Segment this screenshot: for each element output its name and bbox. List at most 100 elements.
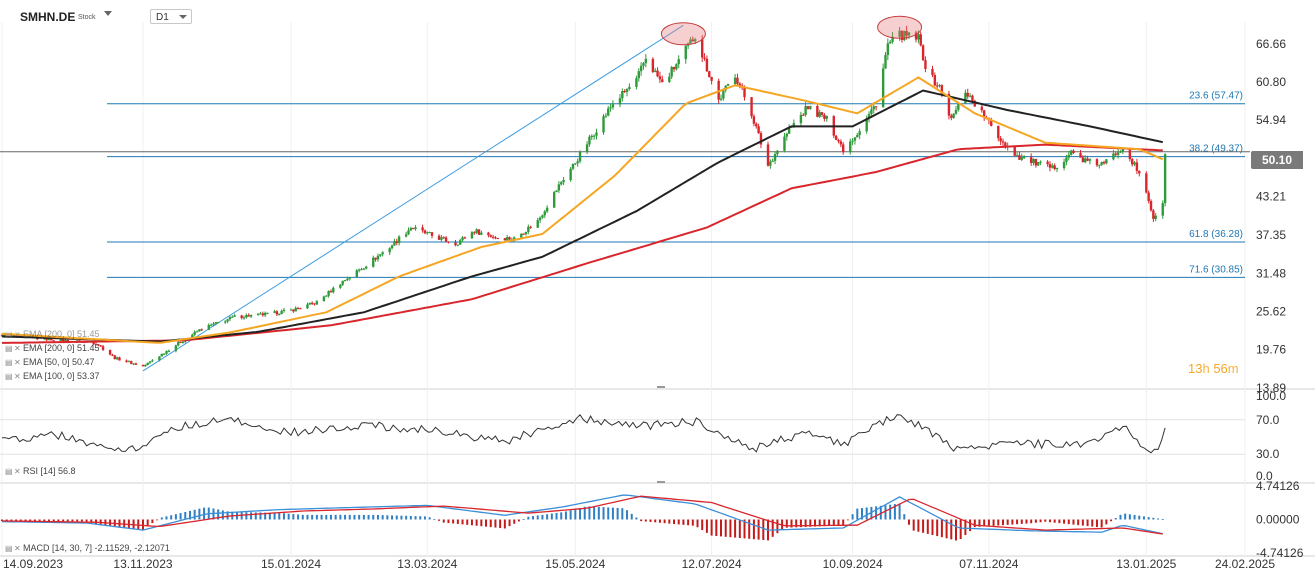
drag-icon[interactable]: ▤ xyxy=(5,467,13,476)
candle-body xyxy=(343,280,347,282)
legend-ema200-overlap[interactable]: ▤✕ EMA [200, 0] 51.45 xyxy=(5,329,100,339)
candle xyxy=(574,163,577,166)
candle-body xyxy=(181,341,185,343)
candle-body xyxy=(473,232,476,234)
candle xyxy=(437,234,441,240)
candle-body xyxy=(1013,146,1016,156)
candle-body xyxy=(658,76,662,80)
drag-icon[interactable]: ▤ xyxy=(5,544,13,553)
candle xyxy=(463,236,467,239)
close-icon[interactable]: ✕ xyxy=(14,372,21,381)
macd-histogram-bar xyxy=(950,519,953,540)
macd-histogram-bar xyxy=(1091,519,1094,527)
candle xyxy=(966,88,969,99)
candle-body xyxy=(708,71,711,77)
close-icon[interactable]: ✕ xyxy=(14,467,21,476)
candle-body xyxy=(1020,157,1023,160)
candle xyxy=(853,137,857,145)
close-icon[interactable]: ✕ xyxy=(14,344,21,353)
candle-body xyxy=(224,321,227,323)
legend-ema200[interactable]: ▤✕ EMA [200, 0] 51.45 xyxy=(5,343,100,353)
legend-rsi[interactable]: ▤✕ RSI [14] 56.8 xyxy=(5,466,76,476)
drag-icon[interactable]: ▤ xyxy=(5,344,13,353)
candle-body xyxy=(381,252,384,255)
legend-macd[interactable]: ▤✕ MACD [14, 30, 7] -2.11529, -2.12071 xyxy=(5,543,170,553)
candle-body xyxy=(637,71,640,79)
legend-ema50[interactable]: ▤✕ EMA [50, 0] 50.47 xyxy=(5,357,95,367)
candle xyxy=(160,353,163,357)
candle xyxy=(1053,163,1056,171)
candle-body xyxy=(278,313,281,315)
candle xyxy=(527,224,530,235)
candle xyxy=(1133,161,1136,167)
candle xyxy=(552,190,556,208)
drag-icon[interactable]: ▤ xyxy=(5,330,13,339)
legend-ema100[interactable]: ▤✕ EMA [100, 0] 53.37 xyxy=(5,371,100,381)
candle xyxy=(294,306,297,312)
close-icon[interactable]: ✕ xyxy=(14,544,21,553)
candle-body xyxy=(162,353,166,355)
close-icon[interactable]: ✕ xyxy=(14,330,21,339)
rsi-tick-label: 0.0 xyxy=(1256,469,1273,483)
candle xyxy=(585,141,589,155)
symbol-dropdown-icon[interactable] xyxy=(104,11,112,16)
candle-body xyxy=(355,270,359,278)
candle-body xyxy=(1062,161,1066,169)
macd-histogram-bar xyxy=(409,515,412,520)
candle xyxy=(1088,158,1092,165)
candle-body xyxy=(881,68,885,108)
candle-body xyxy=(644,58,648,64)
candle-body xyxy=(1152,210,1155,219)
candle-body xyxy=(651,58,655,72)
candle xyxy=(158,356,161,362)
price-tick-label: 37.35 xyxy=(1256,228,1286,242)
candle xyxy=(118,356,121,361)
candle xyxy=(719,94,723,102)
candle xyxy=(414,224,417,231)
candle-body xyxy=(971,95,974,101)
candle xyxy=(809,105,812,110)
macd-histogram-bar xyxy=(184,511,187,520)
drag-icon[interactable]: ▤ xyxy=(5,358,13,367)
candle-body xyxy=(759,133,763,145)
drag-icon[interactable]: ▤ xyxy=(5,372,13,381)
candle-body xyxy=(1067,154,1070,158)
candle-body xyxy=(146,362,149,365)
candle-body xyxy=(407,230,410,235)
candle xyxy=(360,267,363,271)
candle xyxy=(404,231,408,238)
candle xyxy=(306,302,309,310)
candle-body xyxy=(179,342,182,344)
peak-highlight-ellipse xyxy=(660,22,706,46)
timeframe-value: D1 xyxy=(156,12,169,23)
candle-body xyxy=(935,85,939,87)
macd-histogram-bar xyxy=(1030,519,1033,524)
close-icon[interactable]: ✕ xyxy=(14,358,21,367)
candle xyxy=(308,302,312,306)
candle xyxy=(125,359,128,363)
pane-resize-handle xyxy=(657,481,665,483)
candle-body xyxy=(212,323,215,325)
candle xyxy=(881,63,885,108)
candle xyxy=(440,235,443,242)
candle-body xyxy=(973,100,976,107)
macd-histogram-bar xyxy=(912,519,915,531)
macd-histogram-bar xyxy=(292,514,295,520)
candle xyxy=(310,301,314,306)
candle-body xyxy=(491,236,495,238)
candle-body xyxy=(705,58,709,72)
candle-body xyxy=(520,233,523,238)
legend-macd-text: MACD [14, 30, 7] -2.11529, -2.12071 xyxy=(23,543,170,553)
candle xyxy=(1114,151,1117,157)
candle-body xyxy=(322,296,326,302)
timeframe-select[interactable]: D1 xyxy=(150,9,192,24)
macd-histogram-bar xyxy=(278,512,281,520)
macd-histogram-bar xyxy=(508,519,511,527)
macd-histogram-bar xyxy=(889,504,892,520)
macd-histogram-bar xyxy=(809,519,812,527)
macd-histogram-bar xyxy=(945,519,948,539)
macd-histogram-bar xyxy=(931,519,934,536)
symbol-label[interactable]: SMHN.DE xyxy=(20,10,76,24)
macd-histogram-bar xyxy=(391,515,394,520)
